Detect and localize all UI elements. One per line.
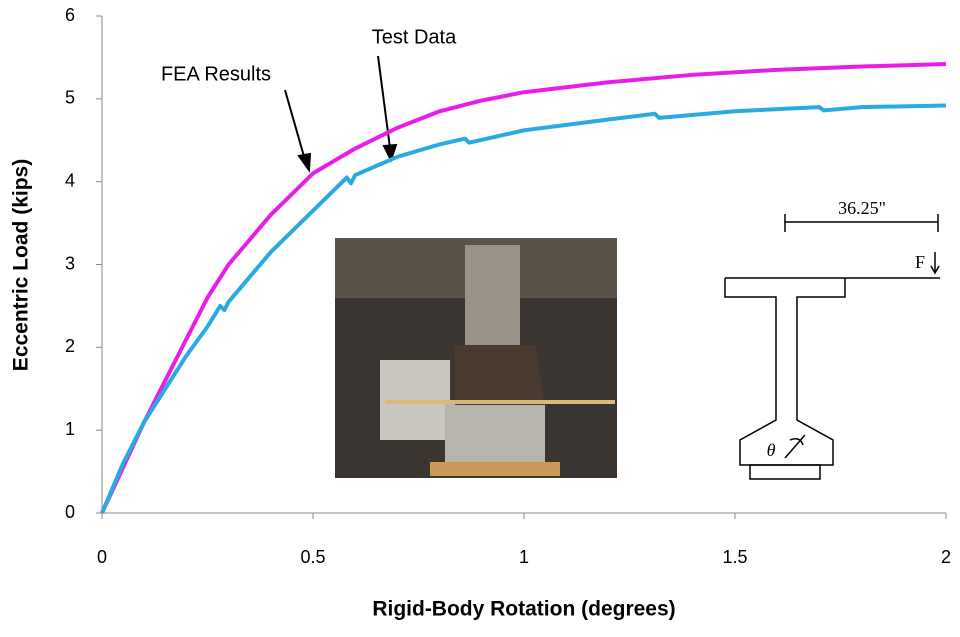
angle-label: θ (767, 440, 776, 460)
x-tick-label: 1 (519, 547, 529, 567)
y-tick-label: 2 (65, 336, 75, 356)
inset-photo (335, 238, 617, 478)
dimension-label: 36.25" (838, 198, 886, 218)
y-tick-label: 5 (65, 88, 75, 108)
x-tick-label: 2 (941, 547, 951, 567)
annotation-arrows (284, 55, 398, 173)
beam-diagram (724, 214, 940, 480)
y-tick-label: 0 (65, 502, 75, 522)
x-tick-label: 1.5 (722, 547, 747, 567)
x-tick-label: 0 (97, 547, 107, 567)
force-label: F (915, 252, 925, 272)
data-line (100, 103, 947, 514)
data-line (100, 62, 947, 514)
y-tick-label: 4 (65, 170, 75, 190)
x-axis-title: Rigid-Body Rotation (degrees) (372, 598, 675, 621)
y-tick-label: 1 (65, 419, 75, 439)
y-tick-label: 6 (65, 5, 75, 25)
y-axis-title: Eccentric Load (kips) (10, 159, 33, 371)
y-tick-label: 3 (65, 253, 75, 273)
x-tick-label: 0.5 (300, 547, 325, 567)
series-annotation: FEA Results (161, 63, 271, 85)
series-annotation: Test Data (372, 26, 457, 48)
